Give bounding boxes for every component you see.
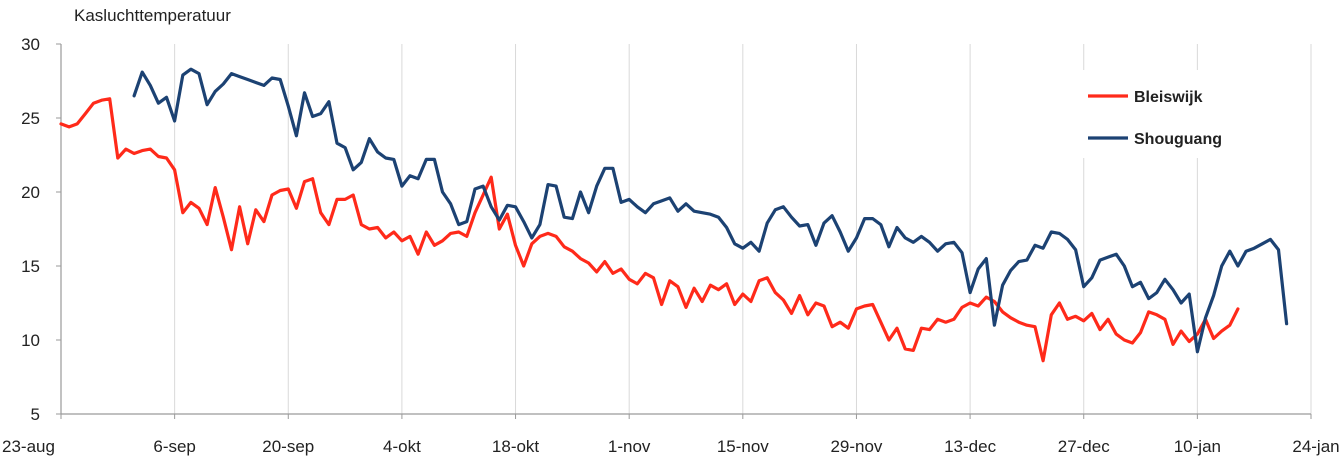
series-lines (59, 67, 1289, 363)
x-tick-label: 27-dec (1058, 437, 1110, 456)
x-tick-label: 6-sep (153, 437, 196, 456)
y-tick-label: 25 (21, 109, 40, 128)
legend-label-bleiswijk: Bleiswijk (1134, 89, 1203, 106)
x-tick-label: 4-okt (383, 437, 421, 456)
legend-box (1066, 70, 1286, 158)
y-tick-label: 10 (21, 331, 40, 350)
series-line-bleiswijk (59, 97, 1240, 363)
x-tick-label: 23-aug (2, 437, 55, 456)
x-tick-label: 20-sep (262, 437, 314, 456)
x-tick-label: 24-jan (1292, 437, 1339, 456)
x-tick-label: 13-dec (944, 437, 996, 456)
legend: Bleiswijk Shouguang (1066, 70, 1286, 158)
y-tick-label: 15 (21, 257, 40, 276)
x-axis-ticks: 23-aug 6-sep 20-sep 4-okt 18-okt 1-nov 15-nov 2… (2, 414, 1340, 456)
series-line-shouguang (132, 67, 1289, 354)
legend-label-shouguang: Shouguang (1134, 131, 1222, 148)
x-tick-label: 1-nov (608, 437, 651, 456)
x-tick-label: 10-jan (1174, 437, 1221, 456)
x-tick-label: 18-okt (492, 437, 540, 456)
chart-title: Kasluchttemperatuur (74, 6, 231, 25)
x-tick-label: 15-nov (717, 437, 769, 456)
y-tick-label: 5 (31, 405, 40, 424)
y-tick-label: 20 (21, 183, 40, 202)
x-tick-label: 29-nov (830, 437, 882, 456)
y-tick-label: 30 (21, 35, 40, 54)
y-axis-ticks: 5 10 15 20 25 30 (21, 35, 61, 424)
